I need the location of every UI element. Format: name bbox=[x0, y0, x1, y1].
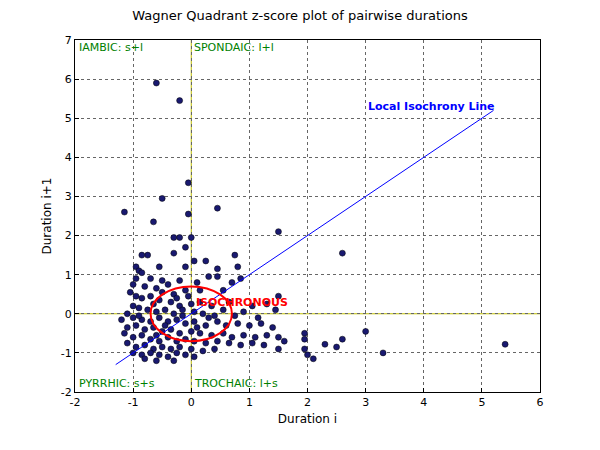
svg-text:-1: -1 bbox=[61, 347, 72, 360]
svg-text:3: 3 bbox=[362, 396, 369, 409]
svg-text:-2: -2 bbox=[61, 386, 72, 399]
svg-text:2: 2 bbox=[65, 229, 72, 242]
svg-text:6: 6 bbox=[537, 396, 544, 409]
svg-text:PYRRHIC: s+s: PYRRHIC: s+s bbox=[79, 377, 155, 390]
svg-text:SPONDAIC: l+l: SPONDAIC: l+l bbox=[194, 41, 274, 54]
svg-text:5: 5 bbox=[478, 396, 485, 409]
svg-text:TROCHAIC: l+s: TROCHAIC: l+s bbox=[194, 377, 278, 390]
svg-text:1: 1 bbox=[246, 396, 253, 409]
svg-text:3: 3 bbox=[65, 190, 72, 203]
svg-text:1: 1 bbox=[65, 269, 72, 282]
svg-text:-2: -2 bbox=[70, 396, 81, 409]
svg-text:4: 4 bbox=[65, 151, 72, 164]
svg-text:6: 6 bbox=[65, 73, 72, 86]
svg-text:Duration i+1: Duration i+1 bbox=[40, 178, 54, 255]
svg-text:-1: -1 bbox=[128, 396, 139, 409]
svg-text:0: 0 bbox=[65, 308, 72, 321]
svg-text:Duration i: Duration i bbox=[278, 412, 337, 426]
svg-text:7: 7 bbox=[65, 34, 72, 47]
svg-text:5: 5 bbox=[65, 112, 72, 125]
svg-text:4: 4 bbox=[420, 396, 427, 409]
svg-text:IAMBIC: s+l: IAMBIC: s+l bbox=[79, 41, 143, 54]
svg-text:Local Isochrony Line: Local Isochrony Line bbox=[368, 100, 495, 113]
svg-text:Wagner Quadrant z-score plot o: Wagner Quadrant z-score plot of pairwise… bbox=[132, 8, 468, 23]
svg-text:2: 2 bbox=[304, 396, 311, 409]
svg-text:ISOCHRONOUS: ISOCHRONOUS bbox=[196, 296, 288, 309]
svg-text:0: 0 bbox=[188, 396, 195, 409]
